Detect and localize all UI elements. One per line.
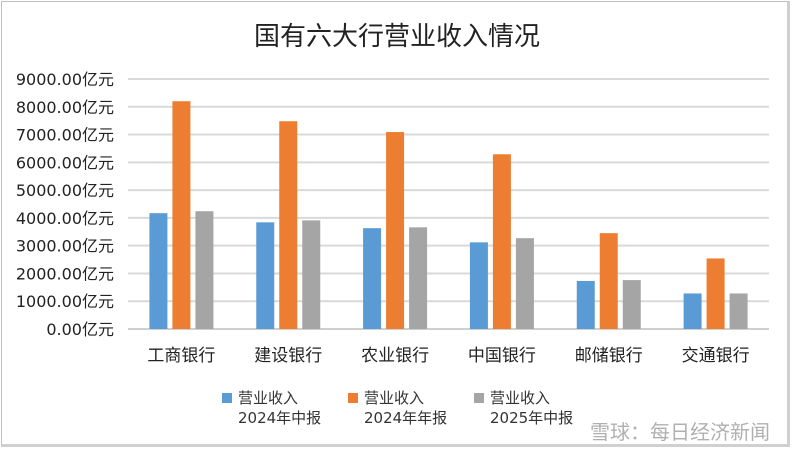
legend-swatch bbox=[474, 393, 484, 403]
bar-1 bbox=[469, 242, 488, 329]
bar-3 bbox=[409, 227, 428, 329]
legend-label-line1: 营业收入 bbox=[364, 389, 425, 407]
bar-3 bbox=[622, 280, 641, 329]
watermark: 雪球：每日经济新闻 bbox=[590, 420, 770, 444]
legend-label-line2: 2024年中报 bbox=[238, 409, 322, 427]
legend-swatch bbox=[222, 393, 232, 403]
x-tick-label: 中国银行 bbox=[468, 346, 536, 366]
x-tick-label: 工商银行 bbox=[147, 346, 215, 366]
x-tick-label: 农业银行 bbox=[361, 346, 429, 366]
bar-2 bbox=[386, 132, 405, 329]
legend-label-line2: 2025年中报 bbox=[490, 409, 574, 427]
legend-label-line1: 营业收入 bbox=[490, 389, 551, 407]
chart-title: 国有六大行营业收入情况 bbox=[253, 22, 540, 52]
legend: 营业收入 2024年中报 营业收入 2024年年报 营业收入 2025年中报 bbox=[222, 388, 586, 428]
legend-label-line1: 营业收入 bbox=[238, 389, 299, 407]
y-tick-label: 2000.00亿元 bbox=[16, 264, 114, 283]
y-tick-label: 0.00亿元 bbox=[46, 320, 114, 339]
legend-item-2024-h1: 营业收入 2024年中报 bbox=[222, 388, 334, 428]
y-tick-label: 1000.00亿元 bbox=[16, 292, 114, 311]
bar-1 bbox=[363, 228, 382, 329]
bar-3 bbox=[515, 238, 534, 329]
x-tick-label: 建设银行 bbox=[254, 346, 322, 366]
bar-1 bbox=[683, 293, 702, 329]
y-tick-label: 6000.00亿元 bbox=[16, 153, 114, 172]
legend-item-2024-annual: 营业收入 2024年年报 bbox=[348, 388, 460, 428]
y-tick-label: 7000.00亿元 bbox=[16, 126, 114, 145]
bar-2 bbox=[492, 154, 511, 329]
legend-label-line2: 2024年年报 bbox=[364, 409, 448, 427]
x-tick-label: 交通银行 bbox=[682, 346, 750, 366]
bar-1 bbox=[149, 213, 168, 329]
legend-swatch bbox=[348, 393, 358, 403]
bar-2 bbox=[599, 233, 618, 329]
y-tick-label: 8000.00亿元 bbox=[16, 98, 114, 117]
y-tick-label: 5000.00亿元 bbox=[16, 181, 114, 200]
bar-2 bbox=[172, 101, 191, 329]
bar-2 bbox=[279, 121, 298, 329]
y-tick-label: 3000.00亿元 bbox=[16, 237, 114, 256]
x-tick-label: 邮储银行 bbox=[575, 346, 643, 366]
bar-2 bbox=[706, 258, 725, 329]
y-tick-label: 4000.00亿元 bbox=[16, 209, 114, 228]
bar-1 bbox=[256, 222, 275, 329]
bar-3 bbox=[195, 211, 214, 329]
bar-3 bbox=[302, 220, 321, 329]
legend-item-2025-h1: 营业收入 2025年中报 bbox=[474, 388, 586, 428]
y-tick-label: 9000.00亿元 bbox=[16, 70, 114, 89]
bar-3 bbox=[729, 293, 748, 329]
bar-1 bbox=[576, 280, 595, 329]
